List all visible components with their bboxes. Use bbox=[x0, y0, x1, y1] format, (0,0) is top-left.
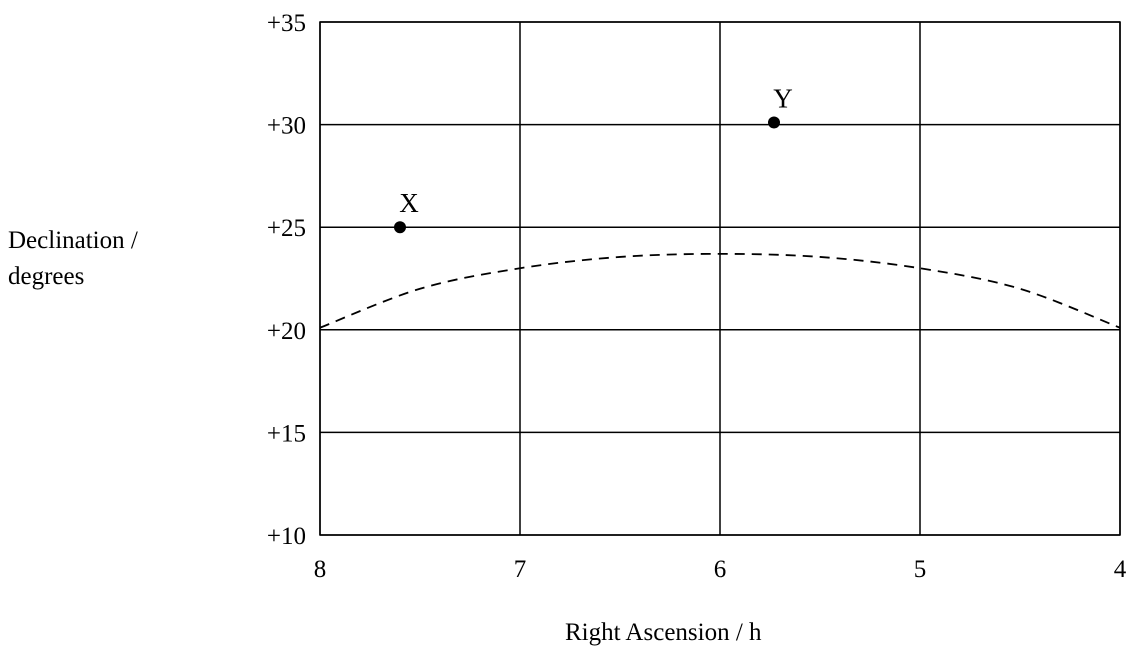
point-y-marker bbox=[768, 116, 780, 129]
y-axis-label-line-2: degrees bbox=[8, 263, 85, 290]
y-tick-label-30: +30 bbox=[267, 113, 306, 140]
x-tick-label-6: 6 bbox=[714, 556, 727, 583]
dashed-curve bbox=[319, 252, 1121, 329]
point-x-label: X bbox=[399, 188, 419, 218]
x-tick-label-7: 7 bbox=[514, 556, 527, 583]
y-axis-label-line-1: Declination / bbox=[8, 227, 138, 254]
point-y-label: Y bbox=[773, 84, 793, 114]
point-x-marker bbox=[394, 221, 406, 234]
x-tick-label-4: 4 bbox=[1114, 556, 1127, 583]
y-tick-label-10: +10 bbox=[267, 523, 306, 550]
y-tick-label-35: +35 bbox=[267, 10, 306, 37]
y-tick-label-15: +15 bbox=[267, 420, 306, 447]
y-tick-label-20: +20 bbox=[267, 318, 306, 345]
y-tick-label-25: +25 bbox=[267, 215, 306, 242]
x-axis-label: Right Ascension / h bbox=[565, 619, 762, 646]
x-tick-label-8: 8 bbox=[314, 556, 327, 583]
x-tick-label-5: 5 bbox=[914, 556, 927, 583]
